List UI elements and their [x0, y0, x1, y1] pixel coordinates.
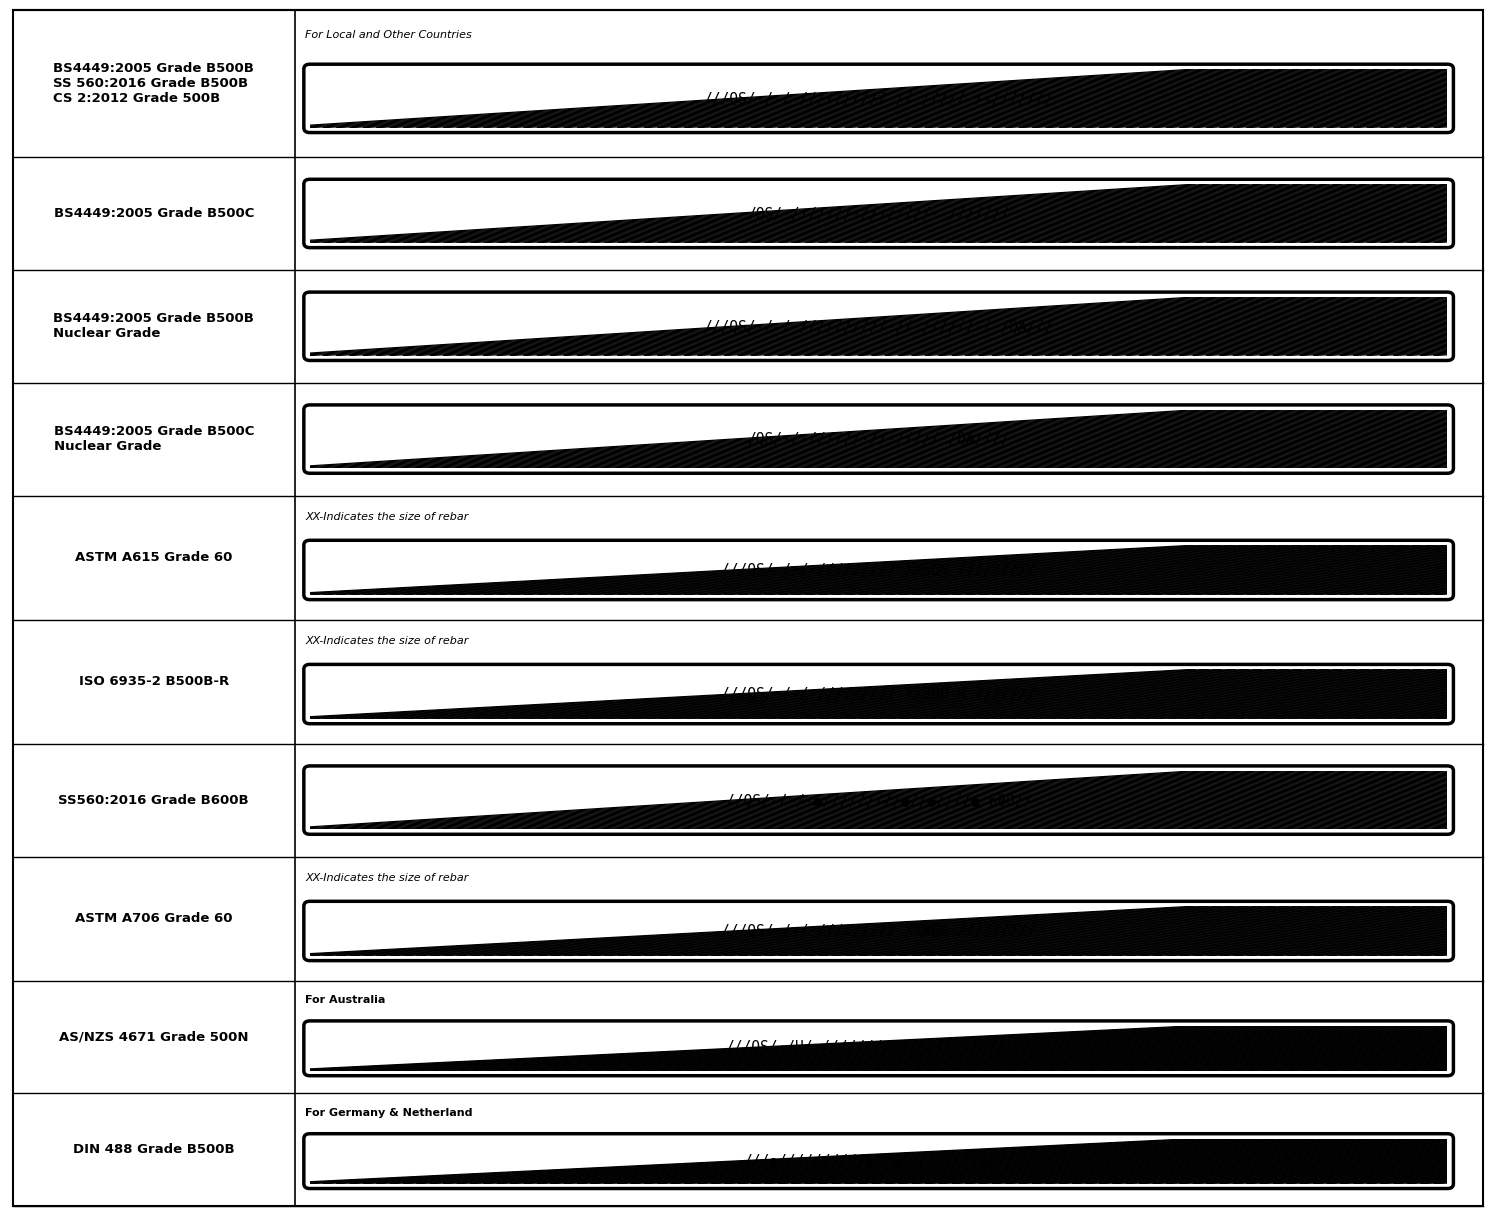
Bar: [310, 297, 1448, 355]
FancyBboxPatch shape: [304, 64, 1454, 132]
FancyBboxPatch shape: [304, 1134, 1454, 1189]
Text: For Local and Other Countries: For Local and Other Countries: [306, 30, 473, 40]
Text: ASTM A615 Grade 60: ASTM A615 Grade 60: [75, 551, 233, 564]
FancyBboxPatch shape: [304, 665, 1454, 724]
Text: ///QS/·/-/·///////// XXW60 /////////: ///QS/·/-/·///////// XXW60 /////////: [722, 923, 1036, 939]
Text: ISO 6935-2 B500B-R: ISO 6935-2 B500B-R: [79, 676, 230, 688]
Bar: [310, 545, 1448, 594]
Text: DIN 488 Grade B500B: DIN 488 Grade B500B: [73, 1144, 234, 1156]
Bar: [310, 184, 1448, 243]
Text: BS4449:2005 Grade B500C: BS4449:2005 Grade B500C: [54, 207, 253, 220]
Text: //QS/·/-/·●/////////●//●////● 600//: //QS/·/-/·●/////////●//●////● 600//: [726, 792, 1032, 808]
Bar: [310, 410, 1448, 468]
Text: ///●//////////●//●/////////●///: ///●//////////●//●/////////●///: [743, 1154, 1014, 1168]
Text: XX-Indicates the size of rebar: XX-Indicates the size of rebar: [306, 636, 468, 645]
Text: BS4449:2005 Grade B500C
Nuclear Grade: BS4449:2005 Grade B500C Nuclear Grade: [54, 425, 253, 454]
FancyBboxPatch shape: [304, 1021, 1454, 1076]
FancyBboxPatch shape: [304, 901, 1454, 961]
Bar: [310, 770, 1448, 830]
Bar: [310, 670, 1448, 719]
Bar: [310, 1139, 1448, 1184]
Bar: [310, 1026, 1448, 1071]
Text: SS560:2016 Grade B600B: SS560:2016 Grade B600B: [58, 793, 249, 807]
Text: ASTM A706 Grade 60: ASTM A706 Grade 60: [75, 912, 233, 926]
Text: /QS/·/·//////·//·/////·/QA////: /QS/·/·//////·//·/////·/QA////: [747, 432, 1009, 446]
Text: ///QS/·/-/·///////// XX500-R ///////: ///QS/·/-/·///////// XX500-R ///////: [722, 687, 1036, 701]
Text: ///QS/·/-/·//////////·//·//////·/-/QA///: ///QS/·/-/·//////////·//·//////·/-/QA///: [704, 319, 1054, 334]
Bar: [310, 906, 1448, 956]
Text: For Germany & Netherland: For Germany & Netherland: [306, 1107, 473, 1117]
FancyBboxPatch shape: [304, 180, 1454, 247]
Text: BS4449:2005 Grade B500B
SS 560:2016 Grade B500B
CS 2:2012 Grade 500B: BS4449:2005 Grade B500B SS 560:2016 Grad…: [54, 62, 253, 106]
FancyBboxPatch shape: [304, 405, 1454, 473]
FancyBboxPatch shape: [304, 292, 1454, 360]
FancyBboxPatch shape: [304, 765, 1454, 835]
Text: BS4449:2005 Grade B500B
Nuclear Grade: BS4449:2005 Grade B500B Nuclear Grade: [54, 312, 253, 341]
Text: For Australia: For Australia: [306, 995, 386, 1004]
Text: XX-Indicates the size of rebar: XX-Indicates the size of rebar: [306, 872, 468, 883]
Text: ///QS/·/-/·//////////·//·/////·/-///////: ///QS/·/-/·//////////·//·/////·/-///////: [704, 91, 1054, 106]
Text: ///QS/·/H/·////////·//·////·/H//|//: ///QS/·/H/·////////·//·////·/H//|//: [726, 1041, 1032, 1057]
Text: ///QS/·/-/·///////// XXS60 /////////: ///QS/·/-/·///////// XXS60 /////////: [722, 563, 1036, 577]
Text: XX-Indicates the size of rebar: XX-Indicates the size of rebar: [306, 512, 468, 522]
Text: AS/NZS 4671 Grade 500N: AS/NZS 4671 Grade 500N: [60, 1031, 249, 1043]
Bar: [310, 69, 1448, 127]
FancyBboxPatch shape: [304, 540, 1454, 599]
Text: /QS/·/·/////·//·/////·-///////: /QS/·/·/////·//·/////·-///////: [747, 206, 1009, 221]
